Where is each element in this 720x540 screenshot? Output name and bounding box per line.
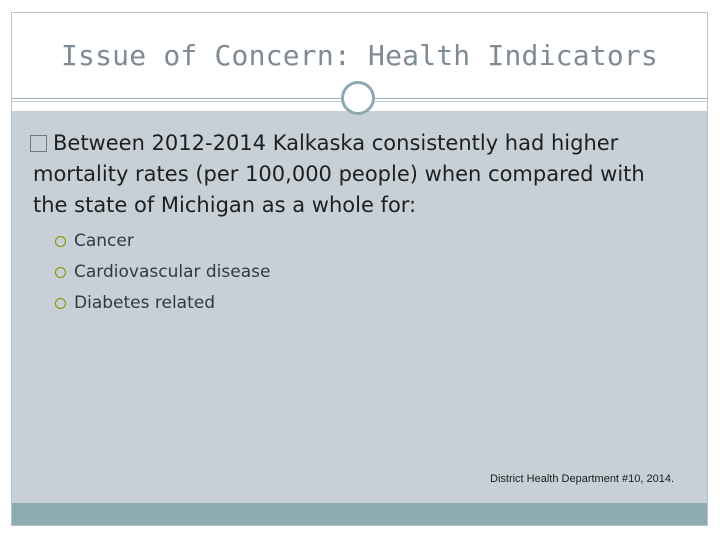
sub-bullet-list: Cancer Cardiovascular disease Diabetes r…: [55, 226, 270, 319]
sub-bullet-item: Diabetes related: [55, 288, 270, 319]
circle-bullet-icon: [55, 236, 66, 247]
sub-bullet-label: Diabetes related: [74, 293, 215, 313]
sub-bullet-label: Cardiovascular disease: [74, 262, 271, 282]
sub-bullet-item: Cardiovascular disease: [55, 257, 270, 288]
circle-ornament-center: [349, 89, 367, 107]
footer-bar: [12, 503, 707, 525]
sub-bullet-item: Cancer: [55, 226, 270, 257]
main-bullet-text: Between 2012-2014 Kalkaska consistently …: [33, 131, 645, 217]
sub-bullet-label: Cancer: [74, 231, 134, 251]
source-citation: District Health Department #10, 2014.: [490, 473, 675, 485]
circle-bullet-icon: [55, 267, 66, 278]
content-area: [12, 111, 707, 503]
circle-bullet-icon: [55, 298, 66, 309]
circle-ornament-icon: [341, 81, 375, 115]
main-bullet: Between 2012-2014 Kalkaska consistently …: [30, 128, 673, 221]
slide-title: Issue of Concern: Health Indicators: [60, 39, 658, 72]
square-bullet-icon: [30, 135, 47, 152]
